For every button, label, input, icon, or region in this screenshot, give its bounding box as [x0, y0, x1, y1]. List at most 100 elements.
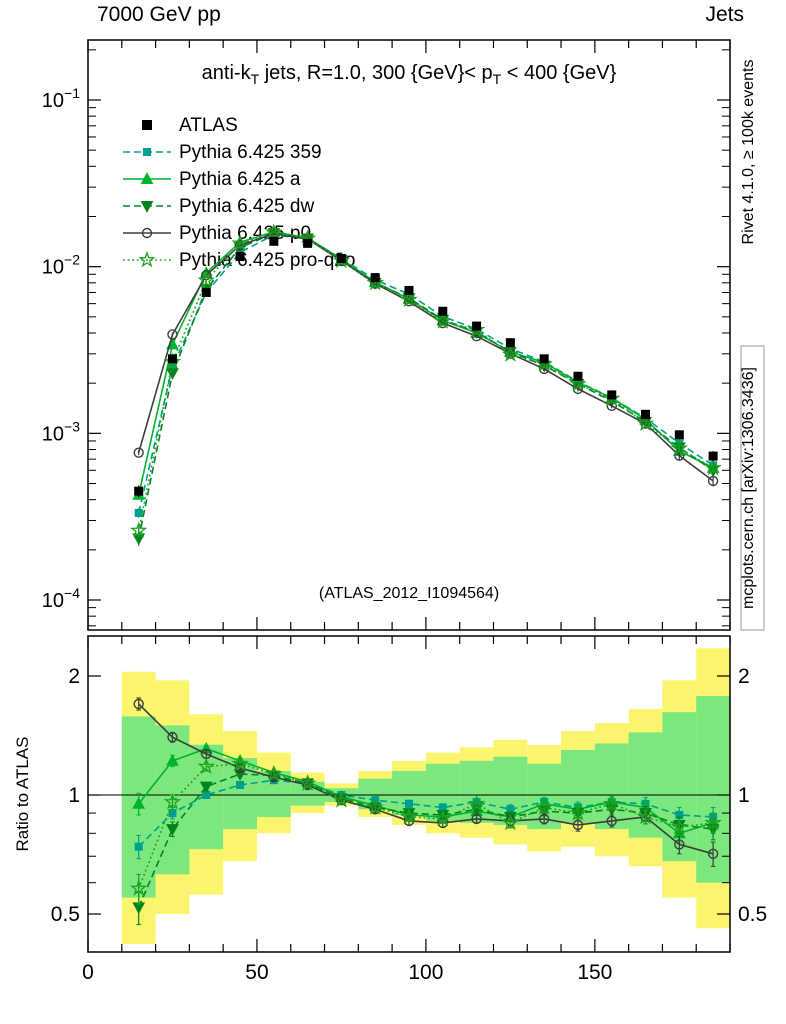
legend-marker	[140, 201, 154, 213]
data-marker	[538, 813, 550, 825]
data-marker	[167, 732, 178, 743]
data-marker	[134, 842, 143, 851]
data-marker	[434, 809, 452, 827]
data-marker	[167, 354, 177, 364]
data-marker	[366, 798, 384, 815]
rivet-version-note: Rivet 4.1.0, ≥ 100k events	[740, 60, 757, 245]
series-line	[138, 779, 714, 848]
data-marker	[607, 390, 617, 400]
main-tick-label: 10−1	[42, 85, 80, 112]
data-marker	[606, 815, 617, 827]
legend-item-pythia-6-425-359: Pythia 6.425 359	[123, 142, 322, 163]
series-line	[137, 762, 714, 889]
data-marker	[707, 475, 719, 487]
data-marker	[506, 805, 515, 814]
legend-marker	[140, 172, 154, 184]
series-line	[137, 232, 714, 482]
data-marker	[303, 238, 313, 248]
data-marker	[641, 409, 651, 419]
data-marker	[472, 321, 482, 331]
data-marker	[166, 754, 179, 766]
data-marker	[133, 698, 144, 710]
mcplots-note: mcplots.cern.ch [arXiv:1306.3436]	[740, 367, 757, 609]
legend-label: Pythia 6.425 359	[179, 142, 322, 163]
data-marker	[707, 848, 719, 859]
ratio-axes: 2 2 1 1 0.5 0.5 0 50 100 150	[51, 635, 767, 984]
reference-series-atlas	[134, 236, 718, 498]
ratio-y-axis-title: Ratio to ATLAS	[13, 737, 32, 852]
data-marker	[670, 439, 688, 456]
data-marker	[400, 290, 418, 308]
data-marker	[467, 794, 486, 812]
main-frame	[87, 39, 731, 631]
ratio-tick-label-left: 0.5	[51, 903, 80, 926]
data-marker	[573, 371, 583, 381]
rivet-version-text: Rivet 4.1.0, ≥ 100k events	[740, 60, 757, 245]
data-marker	[636, 414, 655, 431]
watermark: (ATLAS_2012_I1094564)	[319, 585, 499, 602]
legend-item-atlas: ATLAS	[142, 115, 238, 136]
data-marker	[201, 287, 211, 297]
data-marker	[166, 824, 179, 836]
data-marker	[405, 799, 413, 808]
legend-item-pythia-6-425-dw: Pythia 6.425 dw	[123, 196, 314, 217]
data-marker	[197, 271, 215, 288]
data-marker	[505, 338, 515, 348]
data-marker	[202, 791, 211, 799]
data-marker	[438, 306, 448, 316]
data-marker	[674, 430, 684, 440]
data-marker	[332, 251, 351, 269]
ratio-tick-label-right: 1	[738, 784, 750, 807]
data-marker	[572, 819, 584, 831]
data-marker	[404, 285, 414, 295]
data-marker	[704, 458, 722, 476]
data-marker	[603, 389, 621, 406]
data-marker	[298, 774, 317, 791]
data-marker	[332, 791, 351, 808]
data-marker	[535, 354, 553, 372]
ratio-tick-label-left: 2	[68, 665, 80, 688]
data-marker	[501, 813, 520, 831]
x-tick-label: 150	[577, 961, 612, 984]
legend-item-pythia-6-425-a: Pythia 6.425 a	[123, 169, 301, 190]
main-axes: 10−1 10−2 10−3 10−4	[42, 39, 731, 631]
ratio-tick-label-right: 2	[738, 665, 750, 688]
mcplots-text: mcplots.cern.ch [arXiv:1306.3436]	[740, 367, 757, 609]
legend-item-pythia-6-425-pro-q2o: Pythia 6.425 pro-q2o	[123, 250, 355, 271]
data-marker	[197, 757, 215, 775]
series-line	[138, 703, 714, 855]
legend-label: Pythia 6.425 pro-q2o	[179, 250, 355, 271]
ratio-tick-label-right: 0.5	[738, 903, 767, 926]
data-marker	[134, 508, 143, 517]
data-marker	[166, 368, 179, 380]
data-marker	[132, 796, 146, 809]
data-marker	[233, 754, 247, 766]
data-marker	[132, 902, 146, 915]
data-marker	[167, 329, 178, 340]
beam-energy-label: 7000 GeV pp	[97, 3, 221, 26]
data-marker	[163, 792, 182, 810]
data-marker	[231, 754, 249, 772]
main-tick-label: 10−4	[42, 585, 80, 612]
data-marker	[199, 781, 213, 794]
data-marker	[168, 362, 177, 371]
x-tick-label: 100	[408, 961, 443, 984]
x-tick-label: 0	[82, 961, 94, 984]
data-marker	[400, 807, 418, 825]
data-marker	[130, 879, 148, 896]
main-panel: anti-kT jets, R=1.0, 300 {GeV}< pT < 400…	[123, 62, 722, 602]
data-marker	[234, 239, 246, 251]
series-line	[137, 773, 714, 908]
observable-label: Jets	[705, 3, 744, 26]
legend-label: Pythia 6.425 dw	[179, 196, 314, 217]
data-marker	[235, 252, 245, 262]
legend-label: ATLAS	[179, 115, 238, 136]
data-marker	[704, 813, 722, 831]
legend-marker	[142, 120, 152, 130]
ratio-y-axis-title-text: Ratio to ATLAS	[13, 737, 32, 852]
series-line	[137, 231, 714, 531]
x-tick-label: 50	[245, 961, 268, 984]
data-marker	[603, 794, 621, 812]
data-marker	[133, 447, 144, 458]
